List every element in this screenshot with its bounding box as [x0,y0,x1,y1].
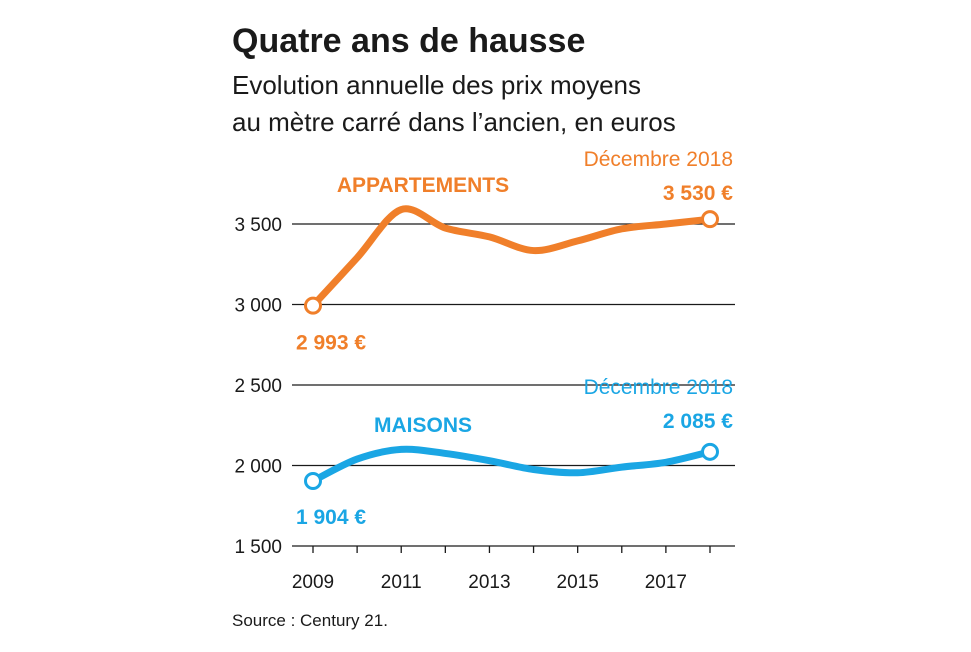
y-tick-label: 2 000 [234,457,282,478]
chart-subtitle-line1: Evolution annuelle des prix moyens [232,70,641,100]
maisons-start-value-label: 1 904 € [296,506,366,529]
series-line-appartements [309,205,714,310]
start-point-marker [304,471,322,490]
x-tick-label: 2013 [468,572,510,593]
x-tick-label: 2015 [557,572,599,593]
y-axis-tick-labels: 3 500 3 000 2 500 2 000 1 500 [234,215,282,558]
x-tick-label: 2011 [381,572,422,593]
chart-title: Quatre ans de hausse [232,22,585,60]
maisons-end-date-label: Décembre 2018 [584,376,733,399]
appartements-end-value-label: 3 530 € [663,182,733,205]
start-point-marker [304,296,322,315]
appartements-start-value-label: 2 993 € [296,332,366,355]
y-tick-label: 3 500 [234,215,282,236]
series-lines [304,205,719,490]
y-tick-label: 3 000 [234,296,282,317]
y-tick-label: 2 500 [234,376,282,397]
x-axis: 2009 2011 2013 2015 2017 [292,546,711,593]
x-tick-label: 2017 [645,572,687,593]
source-note: Source : Century 21. [232,611,388,630]
chart-subtitle-line2: au mètre carré dans l’ancien, en euros [232,107,676,137]
x-tick-label: 2009 [292,572,334,593]
end-point-marker [701,210,719,229]
appartements-end-date-label: Décembre 2018 [584,148,733,171]
end-point-marker [701,442,719,461]
series-name-maisons: MAISONS [374,414,472,437]
y-tick-label: 1 500 [234,537,282,558]
series-line-maisons [309,445,714,485]
maisons-end-value-label: 2 085 € [663,410,733,433]
series-name-appartements: APPARTEMENTS [337,174,509,197]
